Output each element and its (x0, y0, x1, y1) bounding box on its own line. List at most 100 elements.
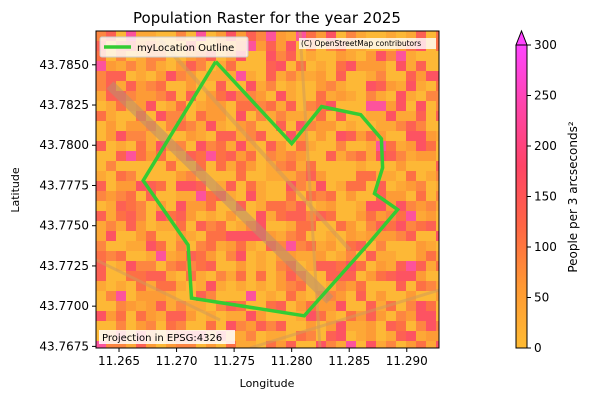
raster-cell (316, 191, 326, 201)
raster-cell (246, 81, 256, 91)
raster-cell (116, 301, 126, 311)
raster-cell (326, 151, 336, 161)
raster-cell (326, 311, 336, 321)
raster-cell (436, 311, 439, 321)
raster-cell (326, 31, 336, 41)
raster-cell (366, 211, 376, 221)
raster-cell (146, 341, 156, 348)
raster-cell (166, 251, 176, 261)
raster-cell (136, 121, 146, 131)
raster-cell (396, 111, 406, 121)
raster-cell (256, 261, 266, 271)
raster-cell (406, 211, 416, 221)
raster-cell (346, 141, 356, 151)
raster-cell (136, 221, 146, 231)
raster-cell (166, 101, 176, 111)
raster-cell (296, 221, 306, 231)
raster-cell (196, 131, 206, 141)
raster-cell (96, 101, 106, 111)
raster-cell (426, 31, 436, 41)
raster-cell (436, 101, 439, 111)
raster-cell (176, 181, 186, 191)
y-tick-label: 43.7675 (39, 339, 89, 353)
raster-cell (276, 141, 286, 151)
y-axis-label: Latitude (9, 167, 22, 213)
x-tick-label: 11.265 (98, 354, 140, 368)
raster-cell (266, 41, 276, 51)
raster-cell (206, 231, 216, 241)
raster-cell (96, 81, 106, 91)
raster-cell (366, 261, 376, 271)
raster-cell (216, 151, 226, 161)
raster-cell (166, 231, 176, 241)
raster-cell (126, 91, 136, 101)
raster-cell (266, 151, 276, 161)
raster-cell (426, 171, 436, 181)
raster-cell (156, 291, 166, 301)
raster-cell (436, 331, 439, 341)
raster-cell (166, 121, 176, 131)
raster-cell (436, 141, 439, 151)
raster-cell (146, 61, 156, 71)
raster-cell (316, 271, 326, 281)
raster-cell (396, 241, 406, 251)
raster-cell (356, 211, 366, 221)
raster-cell (376, 211, 386, 221)
raster-cell (226, 171, 236, 181)
raster-cell (266, 271, 276, 281)
raster-cell (136, 31, 146, 41)
raster-cell (376, 101, 386, 111)
raster-cell (276, 321, 286, 331)
colorbar-tick-label: 100 (534, 240, 557, 254)
raster-cell (316, 121, 326, 131)
raster-cell (146, 201, 156, 211)
raster-cell (406, 291, 416, 301)
raster-cell (326, 51, 336, 61)
raster-cell (276, 51, 286, 61)
raster-cell (286, 71, 296, 81)
raster-cell (336, 291, 346, 301)
raster-cell (196, 231, 206, 241)
raster-cell (326, 161, 336, 171)
raster-cell (96, 151, 106, 161)
raster-cell (146, 91, 156, 101)
raster-cell (176, 71, 186, 81)
raster-cell (356, 271, 366, 281)
raster-cell (396, 51, 406, 61)
raster-cell (96, 161, 106, 171)
raster-cell (346, 101, 356, 111)
raster-cell (416, 51, 426, 61)
raster-cell (416, 101, 426, 111)
raster-cell (136, 81, 146, 91)
raster-cell (166, 241, 176, 251)
raster-cell (286, 51, 296, 61)
raster-cell (406, 121, 416, 131)
raster-cell (436, 201, 439, 211)
raster-cell (116, 101, 126, 111)
raster-cell (136, 201, 146, 211)
raster-cell (206, 261, 216, 271)
raster-cell (416, 201, 426, 211)
raster-cell (116, 131, 126, 141)
raster-cell (246, 141, 256, 151)
raster-cell (356, 91, 366, 101)
raster-cell (236, 181, 246, 191)
raster-cell (236, 251, 246, 261)
raster-cell (246, 291, 256, 301)
raster-cell (296, 141, 306, 151)
raster-cell (426, 231, 436, 241)
raster-cell (316, 171, 326, 181)
raster-cell (396, 201, 406, 211)
raster-cell (426, 51, 436, 61)
y-tick-label: 43.7800 (39, 138, 89, 152)
raster-cell (266, 251, 276, 261)
raster-cell (276, 221, 286, 231)
raster-cell (436, 191, 439, 201)
raster-cell (336, 201, 346, 211)
raster-cell (306, 71, 316, 81)
raster-cell (436, 91, 439, 101)
raster-cell (266, 291, 276, 301)
raster-cell (346, 221, 356, 231)
raster-cell (256, 201, 266, 211)
raster-cell (356, 341, 366, 348)
